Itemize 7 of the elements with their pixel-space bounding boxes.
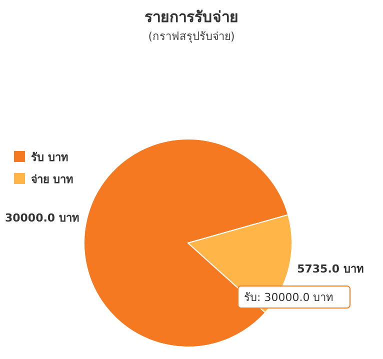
- legend-label: รับ บาท: [31, 151, 68, 164]
- chart-subtitle: (กราฟสรุปรับจ่าย): [148, 30, 235, 43]
- legend-label: จ่าย บาท: [31, 173, 73, 186]
- data-label: 5735.0 บาท: [297, 262, 364, 276]
- text: รับ: 30000.0 บาท: [244, 291, 334, 304]
- chart-title: รายการรับจ่าย: [144, 8, 238, 26]
- data-label: 30000.0 บาท: [4, 212, 79, 225]
